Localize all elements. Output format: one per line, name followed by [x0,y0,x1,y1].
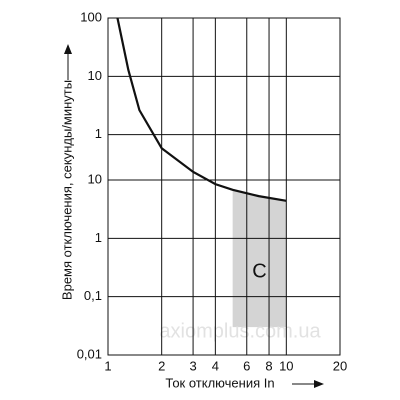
x-tick-label: 10 [279,358,293,373]
x-tick-label: 2 [158,358,165,373]
y-tick-label: 0,01 [77,346,102,361]
y-axis-label: Время отключения, секунды/минуты [59,80,74,300]
y-tick-label: 1 [95,126,102,141]
y-tick-label: 100 [80,9,102,24]
trip-curve [116,17,287,202]
zone-label: C [252,260,266,282]
y-tick-label: 0,1 [84,288,102,303]
x-tick-label: 6 [243,358,250,373]
y-tick-label: 1 [95,230,102,245]
y-arrow [64,44,72,80]
y-tick-label: 10 [88,68,102,83]
x-tick-label: 3 [189,358,196,373]
x-tick-label: 4 [212,358,219,373]
x-axis-label: Ток отключения In [165,375,274,390]
y-tick-label: 10 [88,171,102,186]
trip-zone [232,189,287,328]
watermark: axiomplus.com.ua [159,320,321,342]
x-tick-label: 1 [104,358,111,373]
x-arrow [292,380,324,388]
plot-frame [107,17,341,356]
x-tick-label: 8 [265,358,272,373]
x-tick-label: 20 [333,358,347,373]
